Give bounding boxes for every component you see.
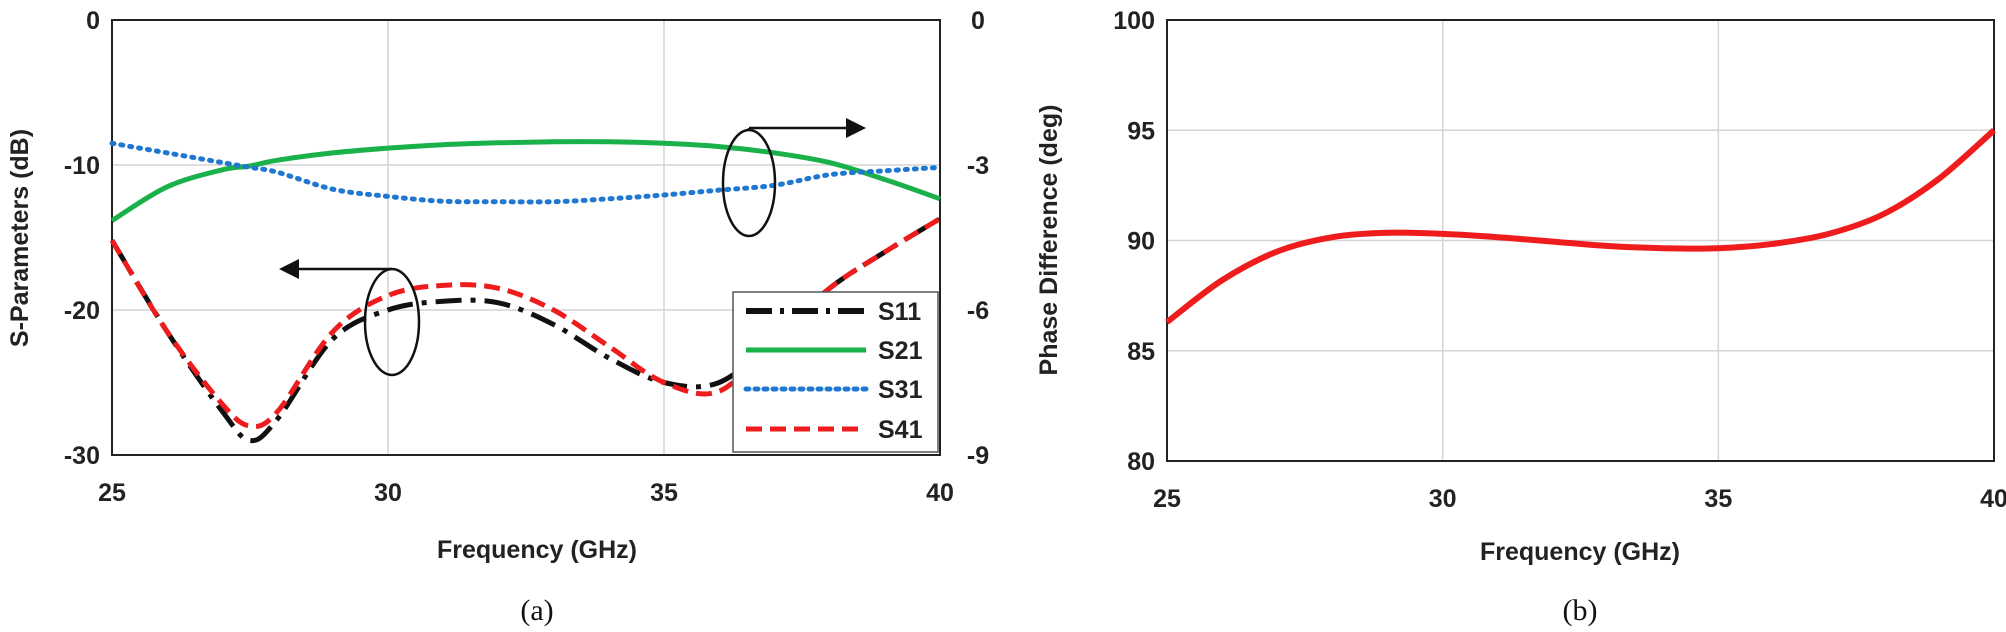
chart-a-xlabel: Frequency (GHz) xyxy=(437,536,637,564)
chart-a-ticks: 25 30 35 40 0 -10 -20 -30 0 -3 -6 -9 xyxy=(64,7,989,507)
y-tick-label: -20 xyxy=(64,297,100,325)
legend-label-s11: S11 xyxy=(878,298,921,326)
y-tick-label: 90 xyxy=(1127,228,1155,256)
series-line-s21 xyxy=(110,139,941,223)
legend-label-s21: S21 xyxy=(878,337,923,365)
y-tick-label: -10 xyxy=(64,152,100,180)
chart-a-ylabel: S-Parameters (dB) xyxy=(6,129,34,347)
series-line-phase-difference xyxy=(1165,128,1996,325)
y-tick-label: -30 xyxy=(64,442,100,470)
chart-b-caption: (b) xyxy=(1563,594,1598,627)
chart-b-series-group xyxy=(1165,128,1996,325)
arrow-right-icon xyxy=(846,118,866,138)
y-tick-label: 0 xyxy=(86,7,100,35)
x-tick-label: 40 xyxy=(1980,485,2006,513)
chart-b-grid xyxy=(1167,20,1994,461)
chart-b-ticks: 25 30 35 40 100 95 90 85 80 xyxy=(1113,7,2006,513)
y-tick-label: 95 xyxy=(1127,117,1155,145)
chart-b-plot-frame xyxy=(1166,19,1995,462)
legend-label-s31: S31 xyxy=(878,376,923,404)
legend-box xyxy=(732,291,939,453)
y-right-tick-label: -3 xyxy=(967,152,989,180)
arrow-left-icon xyxy=(279,259,299,279)
y-tick-label: 85 xyxy=(1127,338,1155,366)
x-tick-label: 35 xyxy=(650,479,678,507)
annotation-ellipse-left xyxy=(363,267,421,377)
legend-item-s41: S41 xyxy=(746,416,923,444)
x-tick-label: 40 xyxy=(926,479,954,507)
x-tick-label: 30 xyxy=(1429,485,1457,513)
series-line-s31 xyxy=(109,140,943,205)
chart-a-plot-frame xyxy=(111,19,941,456)
x-tick-label: 30 xyxy=(374,479,402,507)
chart-a: 25 30 35 40 0 -10 -20 -30 0 -3 -6 -9 Frequency (GHz… xyxy=(6,7,989,627)
y-tick-label: 80 xyxy=(1127,448,1155,476)
legend-label-s41: S41 xyxy=(878,416,923,444)
chart-a-caption: (a) xyxy=(520,594,553,627)
y-right-tick-label: -9 xyxy=(967,442,989,470)
legend-item-s31: S31 xyxy=(743,376,923,404)
chart-b: 25 30 35 40 100 95 90 85 80 Frequency (GHz) Phas… xyxy=(1035,7,2006,627)
chart-b-ylabel: Phase Difference (deg) xyxy=(1035,105,1063,376)
annotation-left-axis xyxy=(279,259,421,377)
x-tick-label: 25 xyxy=(98,479,126,507)
x-tick-label: 35 xyxy=(1704,485,1732,513)
y-tick-label: 100 xyxy=(1113,7,1155,35)
y-right-tick-label: -6 xyxy=(967,297,989,325)
annotation-right-axis xyxy=(721,118,866,238)
legend-item-s11: S11 xyxy=(746,298,921,326)
chart-b-xlabel: Frequency (GHz) xyxy=(1480,538,1680,566)
x-tick-label: 25 xyxy=(1153,485,1181,513)
legend-item-s21: S21 xyxy=(746,337,923,365)
chart-a-legend: S11 S21 S31 S41 xyxy=(732,291,939,453)
y-right-tick-label: 0 xyxy=(971,7,985,35)
annotation-ellipse-right xyxy=(721,128,777,238)
